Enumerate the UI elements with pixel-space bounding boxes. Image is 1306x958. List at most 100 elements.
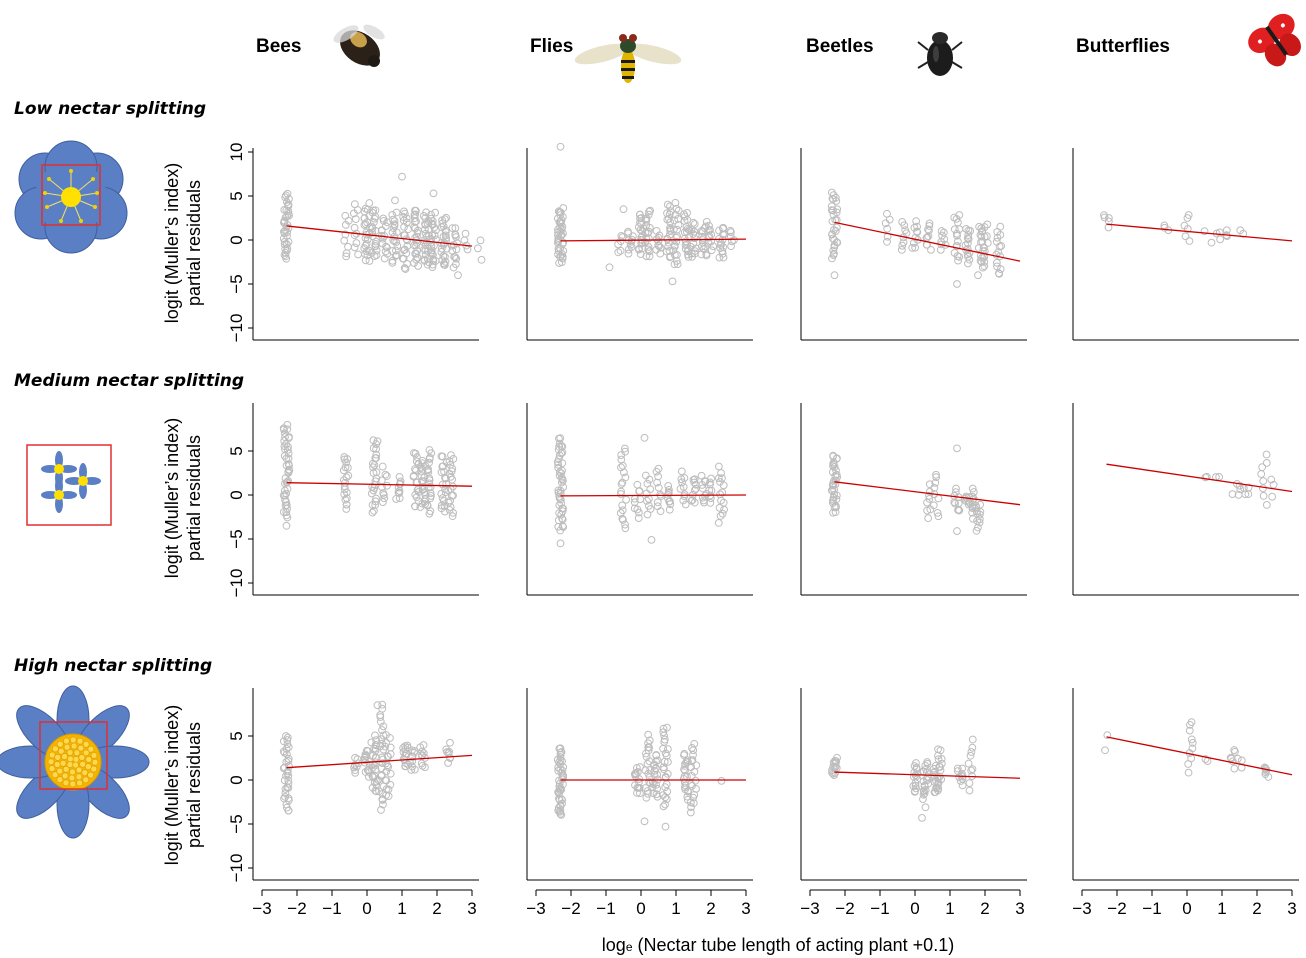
data-point [707,230,716,239]
data-point [351,215,360,223]
data-point [556,753,565,761]
data-point [280,442,289,450]
data-point [715,226,723,235]
data-point [365,199,374,207]
seed-dot [78,754,86,761]
svg-text:logit (Muller’s index): logit (Muller’s index) [162,163,182,323]
data-point [980,251,989,260]
panel-flies-low [526,142,753,341]
data-point [617,463,625,472]
data-point [428,263,437,271]
data-point [281,249,290,257]
seed-dot [69,780,77,788]
data-point [281,495,289,504]
row-title-low: Low nectar splitting [14,99,206,119]
seed-dot [47,758,55,766]
data-point [726,232,735,241]
data-point [664,489,673,498]
svg-text:logit (Muller’s index): logit (Muller’s index) [162,418,182,578]
data-point [369,436,378,445]
data-point [720,505,728,514]
data-point [372,736,381,745]
data-point [421,214,430,222]
data-point [635,778,643,786]
data-point [958,764,967,773]
data-point [371,744,380,753]
data-point [382,785,391,794]
x-tick-label: 2 [706,899,715,918]
data-point [899,238,908,247]
data-point [680,490,689,499]
data-point [833,753,841,762]
data-point [727,242,735,251]
data-point [1200,227,1209,236]
data-point [957,769,966,778]
data-point [673,260,682,268]
data-point [830,271,839,280]
data-point [426,489,435,498]
data-point [383,481,391,490]
data-point [952,229,961,238]
data-point [427,246,436,255]
y-axis-title-row-3: logit (Muller’s index) partial residuals [162,705,204,865]
data-point [688,496,697,504]
data-point [655,242,664,251]
data-point [624,249,633,258]
data-point [641,229,650,237]
data-point [932,473,941,481]
data-point [557,251,565,260]
data-point [351,753,359,762]
data-point [285,465,293,474]
x-tick-label: 2 [1252,899,1261,918]
fit-line [286,754,473,769]
data-point [668,277,677,286]
data-point [925,491,933,500]
seed-dot [73,749,81,757]
data-point [618,461,627,470]
row-title-medium: Medium nectar splitting [14,371,244,391]
data-point [616,237,625,246]
data-point [1230,764,1239,773]
data-point [674,221,683,229]
x-tick-label: −2 [1107,899,1126,918]
data-point [934,494,943,503]
data-point [968,765,977,774]
data-point [964,235,973,243]
data-point [1160,223,1169,232]
data-point [383,761,392,770]
data-point [641,471,650,480]
data-point [1230,746,1239,754]
fit-line [1106,223,1293,242]
seed-dot [53,761,61,768]
data-point [663,757,672,766]
data-point [427,491,435,500]
data-point [350,231,359,240]
data-point [452,254,461,263]
fit-line [560,494,747,497]
data-point [411,233,420,242]
beetle-icon [917,32,963,76]
data-point [670,225,678,234]
data-point [969,488,978,496]
data-point [697,250,706,259]
x-tick-label: −1 [870,899,889,918]
data-point [382,731,390,739]
data-point [341,495,350,504]
data-point [921,803,930,812]
data-point [644,210,653,219]
data-point [446,738,454,747]
data-point [624,227,632,236]
panel-beetles-high: −3 −2 −1 0 1 2 3 [800,688,1027,918]
data-point [976,500,985,509]
data-point [670,216,679,225]
x-tick-label: 1 [1217,899,1226,918]
data-point [674,206,683,215]
data-point [377,806,385,814]
data-point [714,474,723,483]
data-point [964,226,973,235]
data-point [429,189,438,198]
data-point [400,207,408,216]
data-point [425,453,434,462]
data-point [827,188,836,197]
